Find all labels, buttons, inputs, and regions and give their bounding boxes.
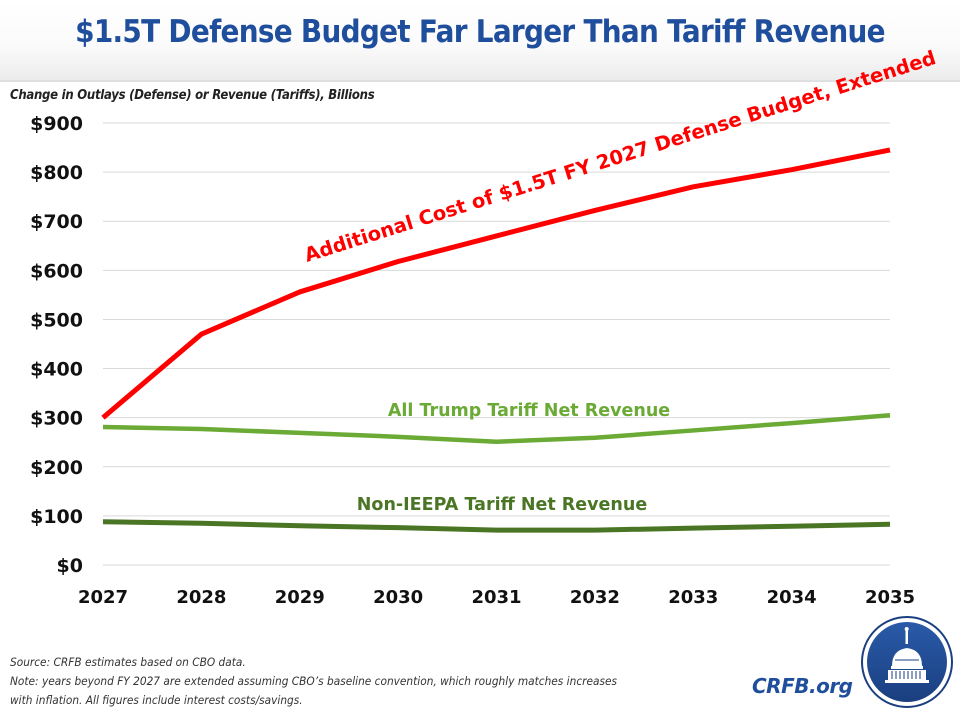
x-axis-ticks: 2027 2028 2029 2030 2031 2032 2033 2034 2035 <box>78 587 915 608</box>
methodology-note-line1: Note: years beyond FY 2027 are extended … <box>10 674 618 688</box>
x-tick-label: 2030 <box>373 587 423 608</box>
x-tick-label: 2031 <box>471 587 521 608</box>
series-label-all-tariff: All Trump Tariff Net Revenue <box>388 401 670 421</box>
capitol-dome-icon <box>861 616 953 708</box>
series-labels: Additional Cost of $1.5T FY 2027 Defense… <box>302 46 939 515</box>
x-tick-label: 2029 <box>275 587 325 608</box>
series-line-non-ieepa <box>102 519 891 533</box>
x-tick-label: 2028 <box>176 587 226 608</box>
series-label-non-ieepa: Non-IEEPA Tariff Net Revenue <box>357 495 648 515</box>
y-tick-label: $500 <box>30 309 83 331</box>
methodology-note-line2: with inflation. All figures include inte… <box>10 693 303 707</box>
y-tick-label: $700 <box>30 211 83 233</box>
y-tick-label: $100 <box>30 506 83 528</box>
y-tick-label: $400 <box>30 359 83 381</box>
x-tick-label: 2035 <box>865 587 915 608</box>
y-tick-label: $0 <box>57 555 83 577</box>
x-tick-label: 2027 <box>78 587 128 608</box>
y-axis-ticks: $0 $100 $200 $300 $400 $500 $600 $700 $800 $900 <box>30 113 83 577</box>
gridlines <box>103 122 890 566</box>
series-lines <box>101 147 891 533</box>
y-tick-label: $800 <box>30 162 83 184</box>
brand-link[interactable]: CRFB.org <box>752 674 853 698</box>
x-tick-label: 2033 <box>668 587 718 608</box>
y-axis-caption: Change in Outlays (Defense) or Revenue (… <box>10 88 375 103</box>
chart-title: $1.5T Defense Budget Far Larger Than Tar… <box>75 14 885 50</box>
x-tick-label: 2032 <box>570 587 620 608</box>
y-tick-label: $600 <box>30 260 83 282</box>
series-label-defense: Additional Cost of $1.5T FY 2027 Defense… <box>302 46 939 267</box>
header-band: $1.5T Defense Budget Far Larger Than Tar… <box>0 0 960 82</box>
y-tick-label: $300 <box>30 408 83 430</box>
x-tick-label: 2034 <box>767 587 817 608</box>
y-tick-label: $900 <box>30 113 83 135</box>
y-tick-label: $200 <box>30 457 83 479</box>
source-note: Source: CRFB estimates based on CBO data… <box>10 655 246 669</box>
